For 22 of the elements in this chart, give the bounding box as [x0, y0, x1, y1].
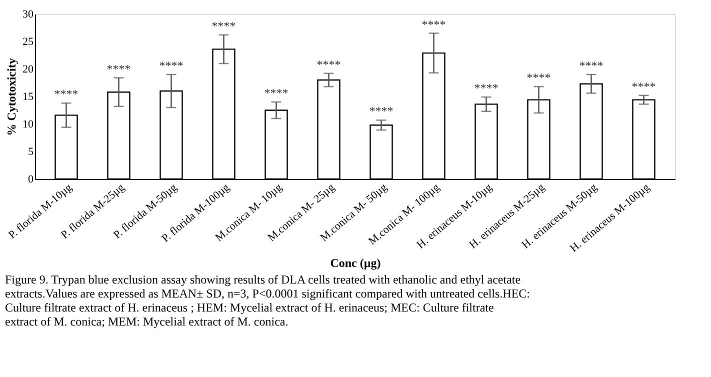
caption: Figure 9. Trypan blue exclusion assay showing results of DLA cells treated with ethanolic and ethyl acetate extracts.Values are expressed as MEAN± SD, n=3, P<0.0001 significant compared with untreated cells.HEC: Culture filtrate extract of H. erinaceus ; HEM: Mycelial extract of H. erinaceus; MEC: Culture filtrate extract of M. conica; MEM: Mycelial extract of M. conica.	[5, 272, 530, 328]
annotation: ****	[316, 57, 341, 72]
y-tick-label: 0	[28, 174, 34, 186]
annotation: ****	[526, 70, 551, 85]
annotation: ****	[54, 87, 78, 102]
annotation: ****	[632, 79, 656, 94]
y-tick-label: 30	[22, 8, 34, 20]
y-tick-label: 15	[22, 91, 34, 103]
annotation: ****	[474, 81, 498, 96]
y-tick-label: 20	[22, 64, 34, 76]
annotation: ****	[264, 86, 288, 100]
annotation: ****	[369, 104, 394, 118]
annotation: ****	[212, 18, 236, 33]
annotation: ****	[422, 17, 446, 32]
annotation: ****	[579, 58, 604, 72]
y-axis-title: % Cytotoxicity	[4, 58, 18, 136]
y-tick-label: 5	[28, 146, 34, 158]
annotation: ****	[159, 58, 184, 72]
y-tick-label: 25	[22, 36, 34, 48]
x-axis-title: Conc (µg)	[330, 256, 381, 270]
y-tick-label: 10	[22, 118, 34, 130]
annotation: ****	[106, 62, 131, 76]
